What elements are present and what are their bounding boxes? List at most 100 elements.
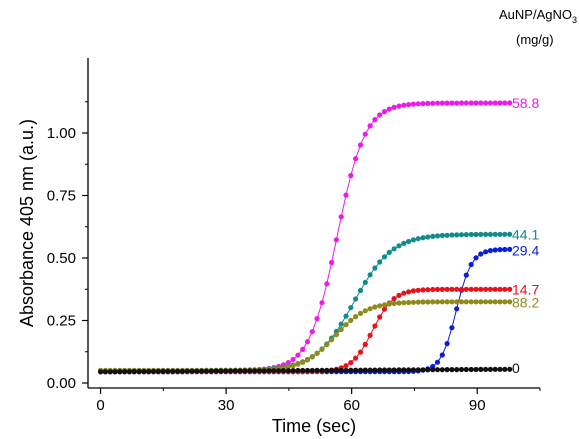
data-point xyxy=(381,367,388,373)
data-point xyxy=(492,366,498,372)
data-point xyxy=(391,367,397,373)
data-point xyxy=(458,100,465,106)
data-point xyxy=(324,342,330,348)
series-line xyxy=(100,248,510,373)
data-point xyxy=(319,346,325,352)
data-point xyxy=(396,300,402,306)
data-point xyxy=(386,106,392,112)
data-point xyxy=(319,300,325,306)
data-point xyxy=(324,281,330,287)
data-point xyxy=(454,232,460,238)
data-point xyxy=(367,123,373,129)
data-point xyxy=(492,247,498,253)
data-point xyxy=(396,103,402,109)
data-point xyxy=(454,299,460,305)
data-point xyxy=(439,352,445,358)
data-point xyxy=(367,306,373,312)
data-point xyxy=(396,292,402,298)
data-point xyxy=(502,299,508,305)
data-point xyxy=(473,299,479,305)
legend-title: AuNP/AgNO3 xyxy=(499,7,577,25)
data-point xyxy=(444,100,450,106)
data-point xyxy=(396,367,402,373)
legend-title-subscript: 3 xyxy=(572,15,577,25)
data-point xyxy=(386,249,392,255)
data-point xyxy=(300,367,306,374)
data-point xyxy=(261,368,267,374)
data-point xyxy=(444,341,450,347)
data-point xyxy=(415,236,421,242)
data-point xyxy=(415,287,421,293)
data-point xyxy=(348,317,354,323)
data-point xyxy=(439,286,445,292)
data-point xyxy=(329,337,335,343)
data-point xyxy=(458,232,465,238)
x-tick-label: 30 xyxy=(218,397,235,414)
data-point xyxy=(458,286,465,292)
data-point xyxy=(492,286,498,292)
data-point xyxy=(252,368,258,374)
data-point xyxy=(468,286,474,292)
data-point xyxy=(189,368,195,374)
data-point xyxy=(372,265,378,271)
data-point xyxy=(507,366,513,372)
data-point xyxy=(502,100,508,106)
data-point xyxy=(449,299,455,305)
data-point xyxy=(406,289,412,295)
data-point xyxy=(468,299,474,305)
data-point xyxy=(473,286,479,292)
data-point xyxy=(381,109,388,115)
data-point xyxy=(492,231,498,237)
data-point xyxy=(122,369,128,375)
data-point xyxy=(155,368,161,374)
data-point xyxy=(175,368,181,374)
series-label: 44.1 xyxy=(512,226,539,242)
data-point xyxy=(502,246,508,253)
data-point xyxy=(406,102,412,108)
data-point xyxy=(333,237,339,243)
data-point xyxy=(444,367,450,373)
data-point xyxy=(502,231,508,237)
data-point xyxy=(184,368,190,374)
data-point xyxy=(271,368,277,374)
x-tick-label: 0 xyxy=(96,397,104,414)
data-point xyxy=(497,366,503,372)
data-point xyxy=(386,301,392,307)
x-axis-title: Time (sec) xyxy=(272,416,356,436)
data-point xyxy=(415,367,421,373)
data-point xyxy=(473,231,479,238)
data-point xyxy=(377,112,383,118)
series-label: 14.7 xyxy=(512,281,539,297)
data-point xyxy=(487,231,493,237)
data-point xyxy=(353,367,359,373)
data-point xyxy=(131,368,137,375)
data-point xyxy=(227,368,234,374)
axes xyxy=(82,58,541,394)
data-point xyxy=(160,368,166,374)
data-point xyxy=(381,306,388,312)
data-point xyxy=(102,369,108,375)
data-point xyxy=(319,367,325,373)
data-point xyxy=(406,367,412,373)
data-point xyxy=(343,363,349,369)
data-point xyxy=(391,296,397,302)
data-point xyxy=(348,367,354,373)
data-point xyxy=(338,321,344,327)
data-point xyxy=(285,364,291,370)
data-point xyxy=(487,248,493,254)
data-point xyxy=(406,299,412,306)
data-point xyxy=(449,367,455,373)
data-point xyxy=(463,286,469,292)
data-point xyxy=(314,367,320,373)
data-point xyxy=(324,367,330,373)
data-point xyxy=(439,367,445,373)
series-label: 0 xyxy=(512,360,520,376)
data-point xyxy=(386,367,392,373)
data-point xyxy=(333,367,339,373)
series-label: 58.8 xyxy=(512,95,539,111)
data-point xyxy=(502,286,508,292)
y-tick-label: 0.50 xyxy=(47,250,76,267)
data-point xyxy=(348,360,354,366)
data-point xyxy=(170,368,176,374)
